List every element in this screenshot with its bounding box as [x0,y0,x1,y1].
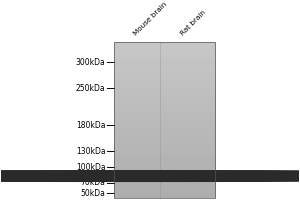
Text: 50kDa: 50kDa [80,189,105,198]
Text: Mouse brain: Mouse brain [132,1,168,37]
Text: Rat brain: Rat brain [180,9,207,37]
Text: 300kDa: 300kDa [76,58,105,67]
Text: 70kDa: 70kDa [80,178,105,187]
Text: 250kDa: 250kDa [76,84,105,93]
Text: 130kDa: 130kDa [76,147,105,156]
Text: GABBR1: GABBR1 [220,172,274,181]
Text: 100kDa: 100kDa [76,163,105,172]
FancyBboxPatch shape [23,171,300,181]
Text: 180kDa: 180kDa [76,121,105,130]
FancyBboxPatch shape [0,170,300,182]
Bar [114,42,215,198]
